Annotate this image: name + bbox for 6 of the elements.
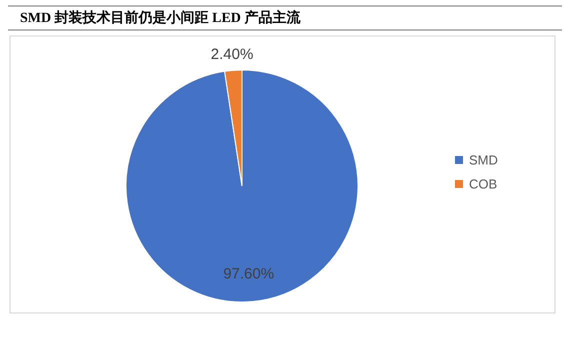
data-label: 2.40% xyxy=(210,46,254,63)
data-label: 97.60% xyxy=(223,265,274,282)
chart-title: SMD 封装技术目前仍是小间距 LED 产品主流 xyxy=(20,9,302,26)
legend-label: SMD xyxy=(469,152,498,168)
legend-label: COB xyxy=(469,176,498,192)
pie-slice xyxy=(126,70,358,302)
